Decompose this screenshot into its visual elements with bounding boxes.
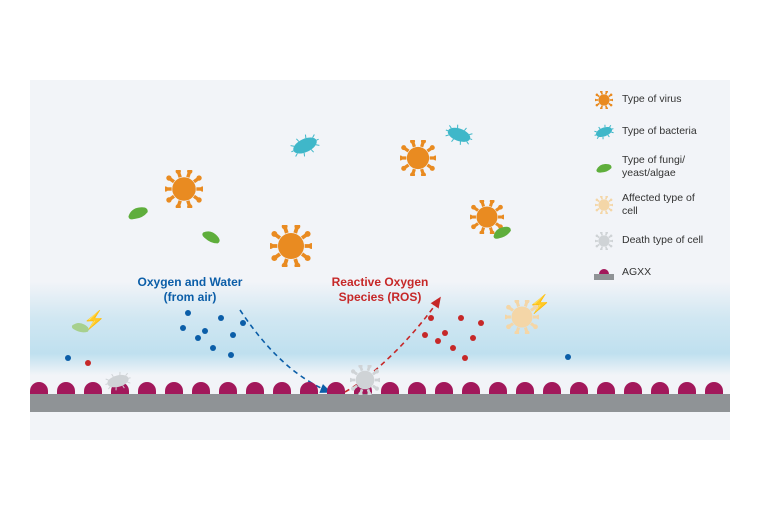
- virus-icon: [270, 225, 312, 272]
- fungi-icon: [490, 225, 514, 243]
- virus-icon: [400, 140, 436, 181]
- ros-dot: [462, 355, 468, 361]
- oxygen-dot: [218, 315, 224, 321]
- legend-item-dead: Death type of cell: [594, 231, 712, 251]
- ros-dot: [458, 315, 464, 321]
- legend-label: Affected type of cell: [622, 192, 712, 218]
- oxygen-dot: [185, 310, 191, 316]
- label-oxygen-line2: (from air): [164, 290, 217, 304]
- legend-item-affected: Affected type of cell: [594, 192, 712, 218]
- dead-icon: [594, 231, 614, 251]
- legend: Type of virus Type of bacteria Type of f…: [594, 90, 712, 295]
- bacteria-icon: [445, 125, 473, 150]
- virus-icon: [505, 300, 539, 339]
- fungi-icon: [70, 320, 92, 338]
- legend-label: Type of bacteria: [622, 125, 697, 138]
- fungi-icon: [200, 230, 224, 248]
- oxygen-dot: [210, 345, 216, 351]
- oxygen-dot: [180, 325, 186, 331]
- oxygen-dot: [195, 335, 201, 341]
- legend-label: Death type of cell: [622, 234, 703, 247]
- legend-item-virus: Type of virus: [594, 90, 712, 110]
- label-ros-line1: Reactive Oxygen: [332, 275, 429, 289]
- bacteria-icon: [290, 135, 320, 161]
- oxygen-dot: [228, 352, 234, 358]
- virus-icon: [350, 365, 380, 400]
- label-oxygen-line1: Oxygen and Water: [138, 275, 243, 289]
- legend-item-fungi: Type of fungi/yeast/algae: [594, 154, 712, 180]
- fungi-icon: [125, 205, 151, 224]
- ros-dot: [450, 345, 456, 351]
- affected-icon: [594, 195, 614, 215]
- legend-label: Type of fungi/yeast/algae: [622, 154, 685, 180]
- agxx-icon: [594, 263, 614, 283]
- virus-icon: [594, 90, 614, 110]
- ros-dot: [470, 335, 476, 341]
- ros-dot: [85, 360, 91, 366]
- diagram-stage: Oxygen and Water (from air) Reactive Oxy…: [30, 80, 730, 440]
- legend-label: Type of virus: [622, 93, 682, 106]
- fungi-icon: [594, 157, 614, 177]
- agxx-bumps: [30, 380, 730, 394]
- legend-item-agxx: AGXX: [594, 263, 712, 283]
- oxygen-dot: [65, 355, 71, 361]
- ros-dot: [422, 332, 428, 338]
- label-ros: Reactive Oxygen Species (ROS): [315, 275, 445, 305]
- label-oxygen: Oxygen and Water (from air): [120, 275, 260, 305]
- virus-icon: [165, 170, 203, 213]
- ros-dot: [478, 320, 484, 326]
- bacteria-icon: [594, 122, 614, 142]
- legend-item-bacteria: Type of bacteria: [594, 122, 712, 142]
- substrate-bar: [30, 394, 730, 412]
- ros-dot: [442, 330, 448, 336]
- oxygen-dot: [202, 328, 208, 334]
- ros-dot: [435, 338, 441, 344]
- oxygen-dot: [230, 332, 236, 338]
- oxygen-dot: [240, 320, 246, 326]
- ros-dot: [428, 315, 434, 321]
- oxygen-dot: [565, 354, 571, 360]
- legend-label: AGXX: [622, 266, 651, 279]
- bacteria-icon: [105, 372, 131, 395]
- label-ros-line2: Species (ROS): [339, 290, 422, 304]
